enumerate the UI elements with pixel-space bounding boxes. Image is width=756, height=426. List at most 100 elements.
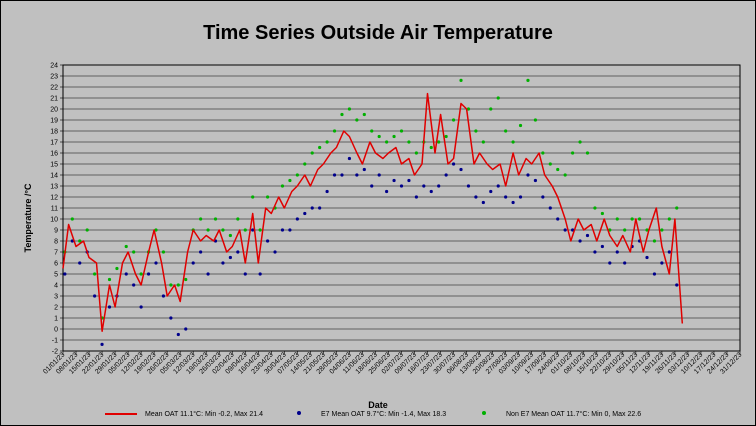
series-1-point — [608, 261, 612, 265]
series-1-point — [236, 250, 240, 254]
series-2-point — [533, 118, 538, 122]
series-1-point — [675, 283, 679, 287]
series-1-point — [578, 239, 582, 243]
series-2-point — [251, 195, 255, 199]
y-tick-label: 11 — [51, 206, 58, 213]
series-1-point — [437, 184, 441, 188]
series-1-point — [93, 294, 97, 298]
y-tick-label: 8 — [54, 239, 58, 246]
series-2-point — [362, 112, 366, 117]
series-1-point — [370, 184, 374, 188]
y-tick-label: 22 — [50, 85, 58, 92]
series-1-point — [489, 189, 493, 194]
y-tick-labels: -2-1012345678910111213141516171819202122… — [50, 63, 63, 356]
series-1-point — [533, 178, 538, 183]
series-1-point — [184, 327, 188, 331]
y-tick-label: 15 — [50, 162, 58, 169]
series-2-point — [332, 129, 337, 133]
series-2-point — [370, 129, 374, 133]
x-axis-label: Date — [368, 400, 388, 410]
series-2-point — [199, 217, 203, 221]
grid-lines — [63, 64, 740, 352]
series-2-point — [623, 228, 627, 232]
series-2-point — [265, 195, 270, 199]
series-1-point — [459, 167, 463, 172]
series-2-point — [526, 78, 530, 82]
series-1-point — [332, 173, 337, 177]
series-2-point — [385, 140, 389, 144]
series-1-point — [191, 261, 195, 265]
series-2-point — [115, 266, 119, 271]
series-2-point — [176, 283, 180, 287]
series-1-point — [176, 332, 180, 337]
series-1-point — [429, 189, 433, 194]
series-2-point — [221, 228, 225, 232]
series-2-point — [407, 140, 411, 144]
legend-label-nonE7: Non E7 Mean OAT 11.7°C: Min 0, Max 22.6 — [506, 410, 641, 418]
y-tick-label: 12 — [50, 195, 58, 202]
series-2-point — [93, 272, 97, 276]
y-tick-label: 4 — [54, 283, 58, 290]
series-2-point — [78, 239, 82, 243]
series-2-point — [184, 277, 188, 282]
series-2-point — [466, 107, 471, 111]
y-tick-label: 13 — [50, 184, 58, 191]
series-1-point — [504, 195, 508, 199]
series-2-point — [355, 118, 359, 122]
series-2-point — [563, 173, 567, 177]
y-tick-label: 20 — [50, 107, 58, 114]
series-1-point — [571, 228, 575, 232]
series-1-point — [451, 162, 456, 166]
y-tick-label: -1 — [52, 338, 58, 345]
legend-label-mean: Mean OAT 11.1°C: Min -0.2, Max 21.4 — [145, 410, 263, 418]
series-1-point — [556, 217, 560, 221]
series-2-point — [377, 134, 381, 139]
series-2-point — [637, 217, 642, 221]
series-1-point — [444, 173, 448, 177]
series-1-point — [407, 178, 411, 183]
legend-swatch-e7 — [297, 411, 301, 415]
series-2-point — [280, 184, 285, 188]
series-1-point — [288, 228, 292, 232]
y-tick-label: 19 — [50, 118, 58, 125]
series-1-point — [78, 261, 82, 265]
series-2-point — [511, 140, 515, 144]
legend-label-e7: E7 Mean OAT 9.7°C: Min -1.4, Max 18.3 — [321, 410, 446, 418]
series-2-point — [504, 129, 508, 133]
series-2-point — [70, 217, 74, 221]
series-1-point — [169, 316, 173, 320]
series-2-point — [548, 162, 552, 166]
series-2-point — [600, 211, 604, 216]
y-tick-label: 21 — [50, 96, 58, 103]
series-1-point — [265, 239, 270, 243]
y-tick-label: 17 — [50, 140, 58, 147]
series-2-point — [437, 140, 441, 144]
series-1-point — [399, 184, 404, 188]
y-tick-label: 6 — [54, 261, 58, 268]
series-1-point — [496, 184, 500, 188]
chart-title: Time Series Outside Air Temperature — [203, 22, 553, 44]
series-1-point — [645, 255, 649, 260]
series-1-point — [221, 261, 225, 265]
series-2-point — [107, 277, 112, 282]
series-1-point — [511, 200, 515, 205]
y-tick-label: 14 — [50, 173, 58, 180]
series-2-point — [645, 228, 649, 232]
legend-swatch-nonE7 — [482, 411, 486, 415]
series-1-point — [146, 272, 151, 276]
series-2-point — [318, 145, 322, 150]
series-1-point — [139, 305, 143, 309]
series-1-point — [251, 228, 255, 232]
series-2-point — [652, 239, 657, 243]
series-2-point — [243, 228, 247, 232]
series-2-point — [518, 123, 523, 128]
series-0-line — [62, 92, 684, 332]
y-tick-label: 5 — [54, 272, 58, 279]
series-1-point — [652, 272, 657, 276]
series-1-point — [385, 189, 389, 194]
series-2-point — [213, 217, 218, 221]
series-1-point — [124, 272, 128, 276]
series-1-point — [295, 217, 299, 221]
series-2-point — [593, 206, 597, 210]
